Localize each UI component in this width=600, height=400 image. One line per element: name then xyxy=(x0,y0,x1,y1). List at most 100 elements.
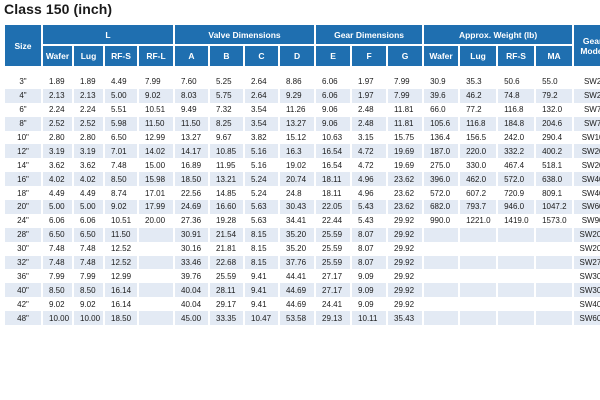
table-cell: 7.99 xyxy=(388,75,423,89)
size-header: Size xyxy=(5,25,41,66)
table-cell: 18.11 xyxy=(316,186,351,201)
table-cell: 25.59 xyxy=(316,227,351,242)
table-cell: 29.17 xyxy=(210,297,243,312)
table-cell xyxy=(498,227,535,242)
table-cell: 1047.2 xyxy=(536,200,573,214)
table-cell: 21.81 xyxy=(210,241,243,256)
table-cell: 66.0 xyxy=(424,102,459,117)
table-cell xyxy=(536,269,573,284)
table-cell: 5.63 xyxy=(245,200,278,214)
table-cell: 15.00 xyxy=(139,158,173,173)
table-cell: 16.3 xyxy=(280,144,315,159)
size-cell: 30" xyxy=(5,241,41,256)
table-cell: 10.00 xyxy=(74,311,103,326)
table-cell: 27.36 xyxy=(175,213,208,228)
table-cell: 27.17 xyxy=(316,283,351,298)
table-cell: 44.69 xyxy=(280,297,315,312)
table-cell: 9.29 xyxy=(280,88,315,103)
table-cell xyxy=(460,297,497,312)
table-cell: 2.52 xyxy=(43,116,72,131)
table-cell: 24.41 xyxy=(316,297,351,312)
table-cell: 29.92 xyxy=(388,213,423,228)
table-cell: 8.15 xyxy=(245,255,278,270)
table-cell: 8.07 xyxy=(352,255,387,270)
table-cell: 16.89 xyxy=(175,158,208,173)
gear-model-cell: SW300 xyxy=(574,269,600,284)
table-cell: 39.6 xyxy=(424,88,459,103)
gear-model-cell: SW300 xyxy=(574,283,600,298)
table-cell: 10.85 xyxy=(210,144,243,159)
table-cell: 990.0 xyxy=(424,213,459,228)
table-cell: 4.72 xyxy=(352,144,387,159)
table-cell: 37.76 xyxy=(280,255,315,270)
table-cell: 9.06 xyxy=(316,116,351,131)
table-cell: 5.43 xyxy=(352,200,387,214)
table-cell: 607.2 xyxy=(460,186,497,201)
column-header: A xyxy=(175,46,208,66)
table-cell xyxy=(498,241,535,256)
gear-model-cell: SW7 xyxy=(574,102,600,117)
table-cell: 9.02 xyxy=(43,297,72,312)
table-cell xyxy=(536,227,573,242)
table-cell: 10.47 xyxy=(245,311,278,326)
table-cell: 35.20 xyxy=(280,227,315,242)
table-cell: 105.6 xyxy=(424,116,459,131)
column-header: E xyxy=(316,46,351,66)
table-cell: 6.06 xyxy=(43,213,72,228)
table-cell xyxy=(498,255,535,270)
table-cell: 77.2 xyxy=(460,102,497,117)
table-cell: 204.6 xyxy=(536,116,573,131)
table-cell xyxy=(139,297,173,312)
table-cell: 7.32 xyxy=(210,102,243,117)
table-cell xyxy=(498,311,535,326)
table-cell: 809.1 xyxy=(536,186,573,201)
column-header: Lug xyxy=(74,46,103,66)
table-row: 4" 2.13 2.13 5.00 9.02 8.03 5.75 2.64 9.29 6.06 1.… xyxy=(5,88,600,103)
table-cell: 4.96 xyxy=(352,172,387,187)
group-header-l: L xyxy=(43,25,173,46)
size-cell: 32" xyxy=(5,255,41,270)
table-cell: 4.02 xyxy=(74,172,103,187)
table-cell: 2.64 xyxy=(245,75,278,89)
table-cell: 19.69 xyxy=(388,158,423,173)
gear-model-cell: SW40 xyxy=(574,172,600,187)
table-cell: 27.17 xyxy=(316,269,351,284)
table-cell xyxy=(498,269,535,284)
table-cell: 10.51 xyxy=(105,213,137,228)
table-cell: 9.06 xyxy=(316,102,351,117)
table-cell: 7.48 xyxy=(105,158,137,173)
table-cell: 9.02 xyxy=(105,200,137,214)
table-cell: 2.52 xyxy=(74,116,103,131)
table-cell: 30.43 xyxy=(280,200,315,214)
table-cell: 1.97 xyxy=(352,75,387,89)
table-row: 20" 5.00 5.00 9.02 17.99 24.69 16.60 5.63 30.43 2… xyxy=(5,200,600,214)
table-cell: 467.4 xyxy=(498,158,535,173)
table-cell: 5.51 xyxy=(105,102,137,117)
table-row: 16" 4.02 4.02 8.50 15.98 18.50 13.21 5.24 20.74 1… xyxy=(5,172,600,187)
size-cell: 4" xyxy=(5,88,41,103)
table-cell: 5.75 xyxy=(210,88,243,103)
table-row: 6" 2.24 2.24 5.51 10.51 9.49 7.32 3.54 11.26 9.06… xyxy=(5,102,600,117)
table-cell: 7.48 xyxy=(43,255,72,270)
table-cell xyxy=(424,255,459,270)
table-cell: 4.49 xyxy=(43,186,72,201)
table-row: 12" 3.19 3.19 7.01 14.02 14.17 10.85 5.16 16.3 16… xyxy=(5,144,600,159)
table-cell: 35.3 xyxy=(460,75,497,89)
table-cell: 30.9 xyxy=(424,75,459,89)
table-cell: 11.81 xyxy=(388,102,423,117)
table-cell: 4.96 xyxy=(352,186,387,201)
table-cell: 15.98 xyxy=(139,172,173,187)
table-cell: 7.99 xyxy=(139,75,173,89)
table-cell: 220.0 xyxy=(460,144,497,159)
table-cell: 4.72 xyxy=(352,158,387,173)
table-cell: 19.69 xyxy=(388,144,423,159)
table-cell: 4.02 xyxy=(43,172,72,187)
table-cell: 2.13 xyxy=(43,88,72,103)
table-cell xyxy=(536,297,573,312)
table-cell: 19.02 xyxy=(280,158,315,173)
table-cell xyxy=(536,311,573,326)
table-cell: 15.75 xyxy=(388,130,423,145)
table-cell: 9.02 xyxy=(139,88,173,103)
group-header-approx-weight: Approx. Weight (lb) xyxy=(424,25,573,46)
table-cell: 46.2 xyxy=(460,88,497,103)
